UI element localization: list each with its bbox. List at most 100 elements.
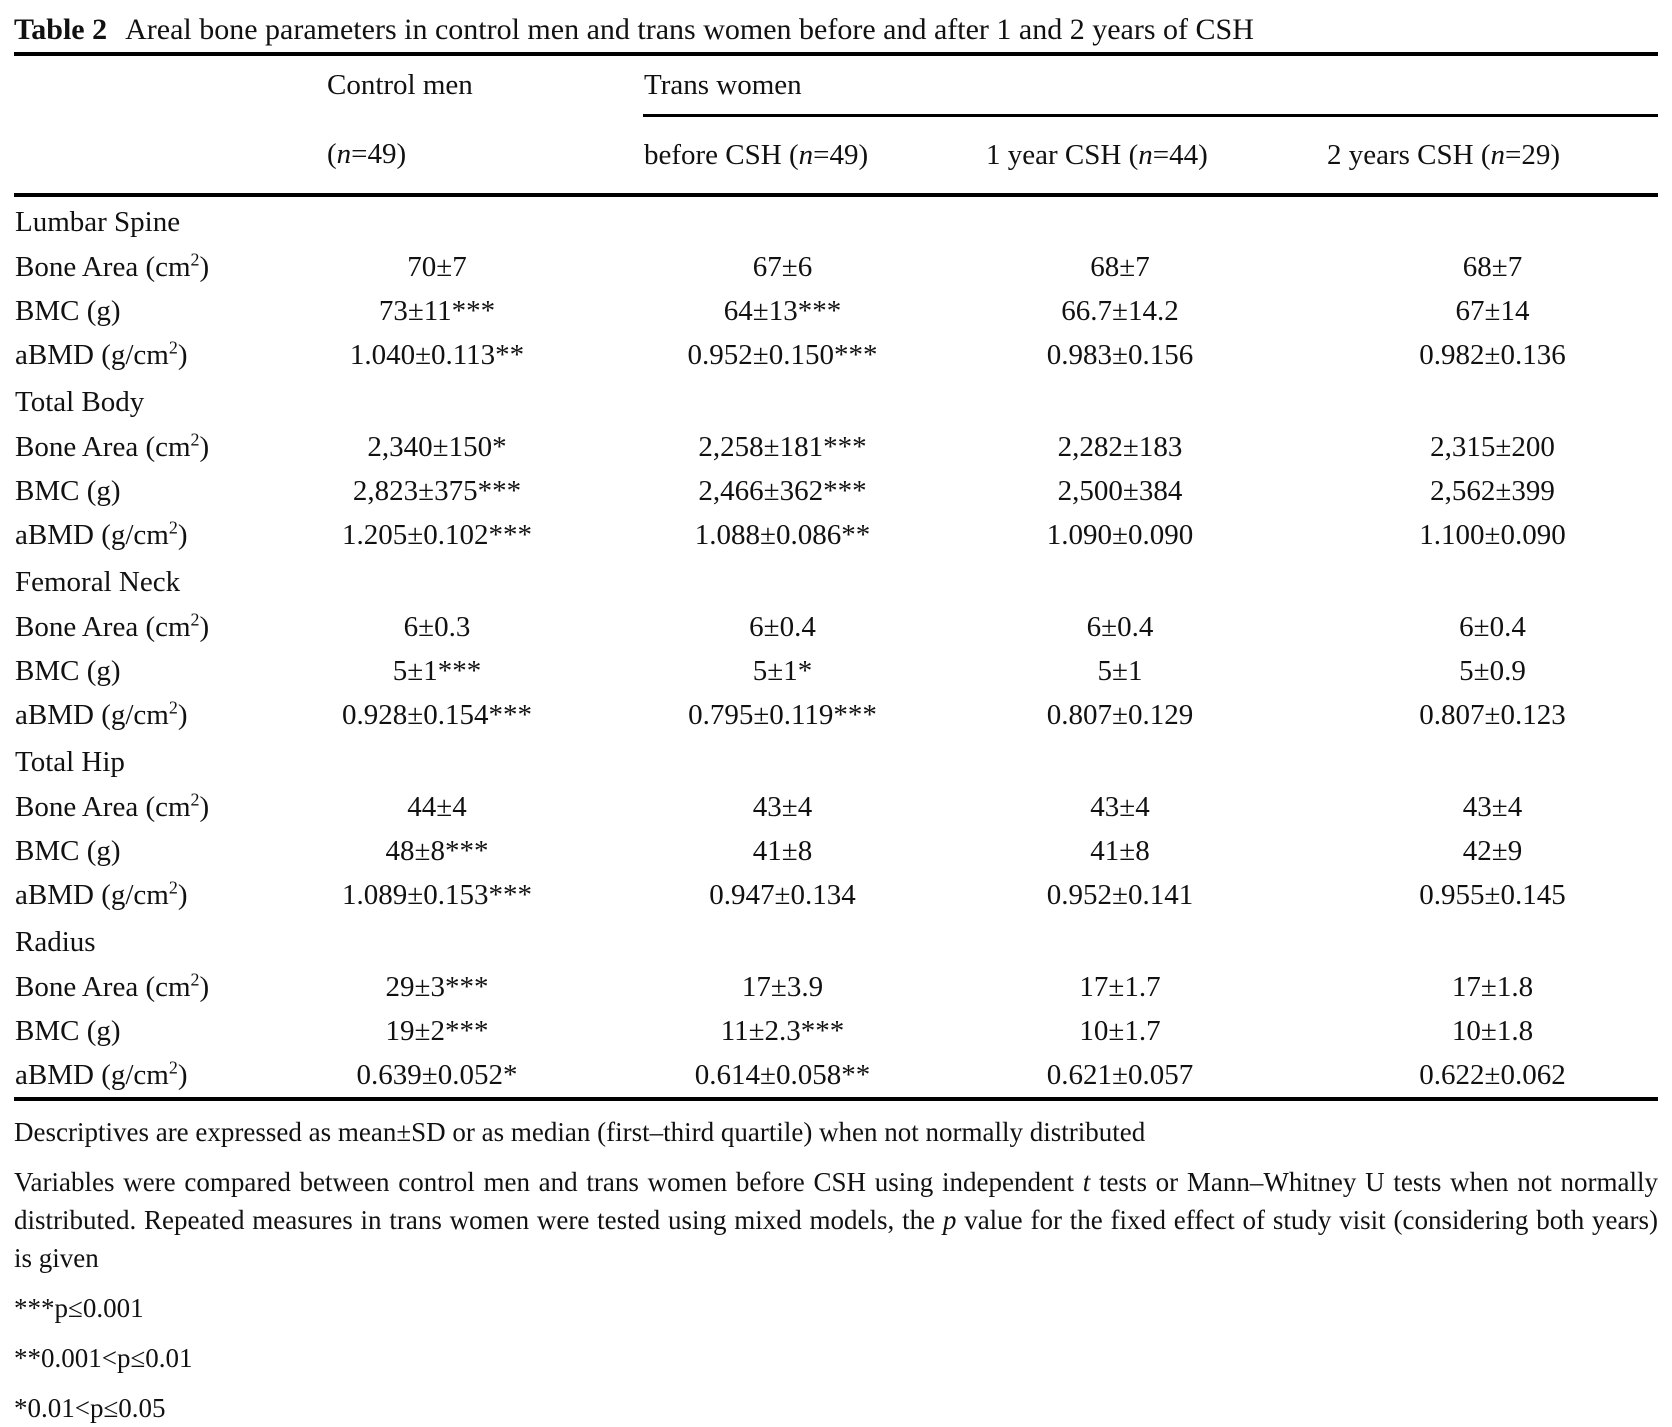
italic-t: t — [1082, 1167, 1091, 1197]
table-row: BMC (g) 48±8*** 41±8 41±8 42±9 — [14, 829, 1658, 873]
value-cell: 6±0.4 — [1459, 610, 1526, 643]
value-cell: 17±1.7 — [1079, 970, 1161, 1003]
value-cell: 19±2*** — [385, 1014, 489, 1047]
value-cell: 1.040±0.113** — [349, 338, 525, 371]
section-row: Total Hip — [14, 737, 1658, 785]
value-cell: 0.955±0.145 — [1419, 878, 1566, 911]
subheader-before-csh: before CSH (n=49) — [643, 115, 985, 197]
value-cell: 2,562±399 — [1430, 474, 1555, 507]
footnote-sig-01: **0.001<p≤0.01 — [14, 1343, 193, 1373]
table-row: Bone Area (cm2) 70±7 67±6 68±7 68±7 — [14, 245, 1658, 289]
empty-header-cell — [14, 115, 326, 197]
section-title: Lumbar Spine — [15, 205, 181, 238]
value-cell: 42±9 — [1462, 834, 1523, 867]
group-header-row: Control men Trans women — [14, 54, 1659, 117]
value-cell: 70±7 — [407, 250, 467, 283]
table-row: Bone Area (cm2) 44±4 43±4 43±4 43±4 — [14, 785, 1658, 829]
table-row: aBMD (g/cm2) 1.040±0.113** 0.952±0.150*** 0… — [14, 333, 1658, 377]
section-row: Radius — [14, 917, 1658, 965]
value-cell: 0.928±0.154*** — [342, 698, 532, 731]
row-label: aBMD (g/cm2) — [15, 516, 188, 551]
value-cell: 41±8 — [752, 834, 813, 867]
row-label: aBMD (g/cm2) — [15, 696, 188, 731]
value-cell: 5±1*** — [392, 654, 482, 687]
value-cell: 11±2.3*** — [720, 1014, 845, 1047]
value-cell: 0.807±0.123 — [1419, 698, 1566, 731]
value-cell: 17±3.9 — [741, 970, 824, 1003]
value-cell: 0.807±0.129 — [1046, 698, 1194, 731]
italic-n: n — [336, 137, 352, 170]
table-row: Bone Area (cm2) 29±3*** 17±3.9 17±1.7 17±1.8 — [14, 965, 1658, 1009]
areal-bone-parameters-table: Control men Trans women (n=49) before CS… — [14, 52, 1659, 1101]
section-row: Total Body — [14, 377, 1658, 425]
table-row: aBMD (g/cm2) 1.089±0.153*** 0.947±0.134 0.9… — [14, 873, 1658, 917]
value-cell: 67±6 — [752, 250, 813, 283]
italic-n: n — [798, 138, 814, 171]
value-cell: 5±1* — [752, 654, 813, 687]
column-header-control-men: Control men — [327, 69, 473, 102]
row-label: BMC (g) — [15, 834, 121, 867]
column-group-trans-women: Trans women — [643, 54, 1659, 117]
value-cell: 0.947±0.134 — [709, 878, 856, 911]
subheader-row: (n=49) before CSH (n=49) 1 year CSH (n=4… — [14, 115, 1659, 197]
value-cell: 67±14 — [1455, 294, 1530, 327]
section-title: Radius — [15, 925, 96, 958]
value-cell: 2,823±375*** — [352, 474, 522, 507]
row-label: BMC (g) — [15, 294, 121, 327]
row-label: aBMD (g/cm2) — [15, 1056, 188, 1091]
section-title: Total Hip — [15, 745, 125, 778]
value-cell: 1.090±0.090 — [1046, 518, 1194, 551]
value-cell: 41±8 — [1090, 834, 1150, 867]
value-cell: 43±4 — [1090, 790, 1150, 823]
table-row: BMC (g) 73±11*** 64±13*** 66.7±14.2 67±14 — [14, 289, 1658, 333]
value-cell: 1.089±0.153*** — [342, 878, 532, 911]
table-title: Areal bone parameters in control men and… — [125, 13, 1254, 46]
row-label: BMC (g) — [15, 654, 121, 687]
value-cell: 0.639±0.052* — [356, 1058, 518, 1091]
table-row: BMC (g) 19±2*** 11±2.3*** 10±1.7 10±1.8 — [14, 1009, 1658, 1053]
section-row: Femoral Neck — [14, 557, 1658, 605]
table-caption: Table 2 Areal bone parameters in control … — [14, 8, 1658, 52]
value-cell: 2,282±183 — [1057, 430, 1183, 463]
value-cell: 1.205±0.102*** — [342, 518, 532, 551]
value-cell: 2,315±200 — [1430, 430, 1555, 463]
table-body: Lumbar Spine Bone Area (cm2) 70±7 67±6 68±7 6… — [14, 195, 1658, 1099]
footnote-sig-001: ***p≤0.001 — [14, 1293, 144, 1323]
value-cell: 43±4 — [752, 790, 813, 823]
value-cell: 48±8*** — [385, 834, 489, 867]
section-row: Lumbar Spine — [14, 195, 1658, 245]
row-label: Bone Area (cm2) — [15, 608, 210, 643]
value-cell: 17±1.8 — [1451, 970, 1534, 1003]
footnote-methods: Variables were compared between control … — [14, 1167, 1658, 1273]
value-cell: 0.952±0.141 — [1046, 878, 1194, 911]
value-cell: 0.983±0.156 — [1046, 338, 1194, 371]
value-cell: 2,340±150* — [367, 430, 507, 463]
table-row: Bone Area (cm2) 2,340±150* 2,258±181*** 2,2… — [14, 425, 1658, 469]
value-cell: 68±7 — [1090, 250, 1150, 283]
footnote-descriptives: Descriptives are expressed as mean±SD or… — [14, 1117, 1146, 1147]
value-cell: 68±7 — [1462, 250, 1523, 283]
subheader-2-years-csh: 2 years CSH (n=29) — [1326, 115, 1659, 197]
value-cell: 2,258±181*** — [698, 430, 867, 463]
table-row: aBMD (g/cm2) 0.928±0.154*** 0.795±0.119***… — [14, 693, 1658, 737]
value-cell: 0.614±0.058** — [694, 1058, 871, 1091]
table-row: aBMD (g/cm2) 1.205±0.102*** 1.088±0.086** 1… — [14, 513, 1658, 557]
row-label: aBMD (g/cm2) — [15, 876, 188, 911]
value-cell: 2,500±384 — [1057, 474, 1183, 507]
value-cell: 6±0.4 — [1086, 610, 1154, 643]
value-cell: 1.088±0.086** — [694, 518, 871, 551]
value-cell: 10±1.8 — [1451, 1014, 1534, 1047]
value-cell: 64±13*** — [723, 294, 842, 327]
section-title: Total Body — [15, 385, 145, 418]
value-cell: 66.7±14.2 — [1061, 294, 1179, 327]
value-cell: 5±1 — [1097, 654, 1143, 687]
empty-header-cell — [14, 54, 326, 116]
value-cell: 6±0.4 — [749, 610, 816, 643]
row-label: BMC (g) — [15, 1014, 121, 1047]
footnotes: Descriptives are expressed as mean±SD or… — [14, 1113, 1658, 1427]
table-row: BMC (g) 2,823±375*** 2,466±362*** 2,500±384… — [14, 469, 1658, 513]
italic-n: n — [1138, 138, 1153, 171]
table-number: Table 2 — [14, 13, 108, 46]
value-cell: 5±0.9 — [1459, 654, 1526, 687]
